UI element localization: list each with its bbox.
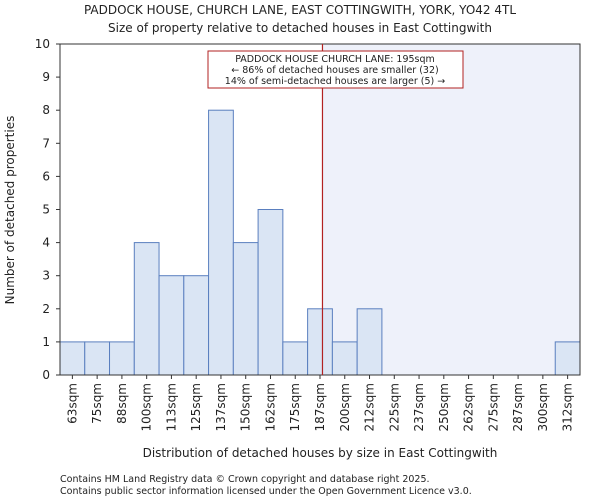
y-tick-label: 4 — [42, 236, 50, 250]
y-tick-label: 3 — [42, 269, 50, 283]
y-tick-label: 6 — [42, 169, 50, 183]
y-axis-label: Number of detached properties — [3, 116, 17, 305]
x-tick-label: 75sqm — [90, 383, 104, 424]
x-tick-label: 262sqm — [462, 383, 476, 431]
bar-175sqm — [282, 341, 309, 376]
footer-line-2: Contains public sector information licen… — [60, 486, 472, 497]
x-tick-label: 88sqm — [115, 383, 129, 424]
x-tick-label: 275sqm — [486, 383, 500, 431]
x-tick-label: 100sqm — [140, 383, 154, 431]
annotation-box: PADDOCK HOUSE CHURCH LANE: 195sqm ← 86% … — [207, 50, 464, 89]
annotation-line-3: 14% of semi-detached houses are larger (… — [225, 76, 445, 87]
chart-subtitle: Size of property relative to detached ho… — [108, 21, 492, 35]
chart-title: PADDOCK HOUSE, CHURCH LANE, EAST COTTING… — [84, 3, 516, 17]
x-tick-label: 212sqm — [363, 383, 377, 431]
y-tick-label: 1 — [42, 335, 50, 349]
x-tick-label: 150sqm — [239, 383, 253, 431]
bar-125sqm — [183, 275, 210, 376]
annotation-frame — [207, 50, 464, 89]
footer-line-1: Contains HM Land Registry data © Crown c… — [60, 474, 430, 485]
bar-137sqm — [208, 109, 234, 376]
x-tick-label: 200sqm — [338, 383, 352, 431]
bar-200sqm — [331, 341, 358, 376]
bar-187sqm — [307, 308, 333, 376]
bar-group — [59, 109, 581, 376]
x-tick-label: 237sqm — [412, 383, 426, 431]
y-tick-label: 10 — [35, 37, 50, 51]
y-tick-label: 9 — [42, 70, 50, 84]
x-tick-label: 287sqm — [511, 383, 525, 431]
bar-75sqm — [84, 341, 111, 376]
x-tick-label: 225sqm — [387, 383, 401, 431]
x-tick-label: 312sqm — [561, 383, 575, 431]
x-tick-label: 113sqm — [164, 383, 178, 431]
bar-212sqm — [356, 308, 383, 376]
x-tick-label: 175sqm — [288, 383, 302, 431]
annotation-line-1: PADDOCK HOUSE CHURCH LANE: 195sqm — [235, 54, 435, 65]
x-tick-label: 63sqm — [65, 383, 79, 424]
bar-113sqm — [158, 275, 185, 376]
y-tick-label: 7 — [42, 136, 50, 150]
bar-100sqm — [133, 242, 160, 376]
x-tick-label: 125sqm — [189, 383, 203, 431]
y-tick-label: 8 — [42, 103, 50, 117]
bar-150sqm — [232, 242, 259, 376]
bar-63sqm — [59, 341, 86, 376]
x-tick-label: 187sqm — [313, 383, 327, 431]
x-axis: 63sqm 75sqm 88sqm 100sqm 113sqm 125sqm 137sqm 1… — [65, 375, 575, 431]
x-tick-label: 250sqm — [437, 383, 451, 431]
bar-312sqm — [554, 341, 581, 376]
bar-162sqm — [257, 209, 284, 376]
x-axis-label: Distribution of detached houses by size … — [143, 446, 498, 460]
annotation-line-2: ← 86% of detached houses are smaller (32… — [231, 65, 438, 76]
x-tick-label: 300sqm — [536, 383, 550, 431]
y-tick-label: 2 — [42, 302, 50, 316]
y-axis: 0 1 2 3 4 5 6 7 8 9 10 — [35, 37, 60, 382]
bar-88sqm — [109, 341, 135, 376]
y-tick-label: 0 — [42, 368, 50, 382]
x-tick-label: 137sqm — [214, 383, 228, 431]
x-tick-label: 162sqm — [263, 383, 277, 431]
y-tick-label: 5 — [42, 203, 50, 217]
